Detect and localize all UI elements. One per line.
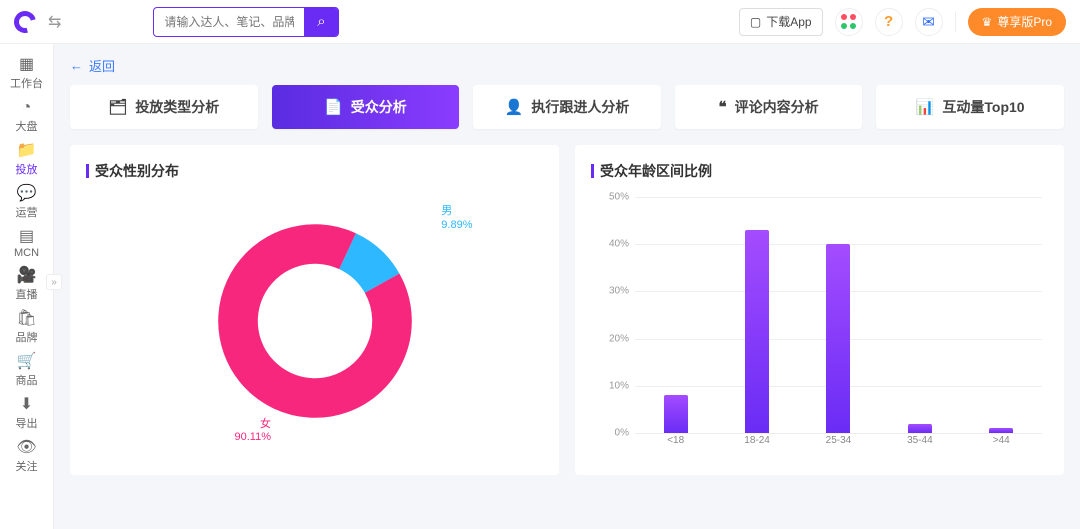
nav-icon: ⬇ [20, 397, 33, 413]
sidebar-item-0[interactable]: ▦ 工作台 [10, 52, 43, 95]
search-input[interactable] [154, 15, 304, 29]
nav-icon: 👁 [16, 440, 36, 456]
age-bar-chart: 0%10%20%30%40%50% <1818-2425-3435-44>44 [591, 197, 1048, 457]
sidebar-collapse-icon[interactable]: ⇆ [48, 12, 61, 32]
x-label: <18 [651, 435, 701, 457]
tab-4[interactable]: 📊 互动量Top10 [876, 85, 1064, 129]
tab-icon: 📊 [916, 98, 935, 116]
sidebar-item-9[interactable]: 👁 关注 [10, 435, 43, 478]
nav-icon: ◔ [22, 100, 32, 116]
nav-label: 品牌 [16, 329, 38, 345]
upgrade-pro-button[interactable]: ♛ 尊享版Pro [968, 8, 1066, 36]
logo-icon [10, 6, 40, 36]
gender-panel: 受众性别分布 男 9.89% 女 90.11% [70, 145, 559, 475]
gender-donut-chart: 男 9.89% 女 90.11% [205, 211, 425, 431]
nav-label: 投放 [16, 161, 38, 177]
back-arrow-icon: ← [70, 58, 83, 73]
search-box: ⌕ [153, 7, 339, 37]
sidebar-item-6[interactable]: 🛍 品牌 [10, 306, 43, 349]
x-label: >44 [976, 435, 1026, 457]
x-label: 25-34 [813, 435, 863, 457]
nav-icon: 🛍 [16, 311, 36, 327]
nav-icon: ▦ [19, 57, 34, 73]
phone-icon: ▢ [750, 15, 761, 29]
sidebar-item-4[interactable]: ▤ MCN [10, 224, 43, 263]
help-icon[interactable]: ? [875, 8, 903, 36]
tab-label: 投放类型分析 [135, 97, 219, 117]
age-bar-35-44 [908, 424, 932, 433]
nav-label: MCN [14, 247, 39, 259]
y-tick: 0% [591, 428, 635, 439]
y-tick: 20% [591, 333, 635, 344]
age-bar->44 [989, 428, 1013, 433]
sidebar-item-3[interactable]: 💬 运营 [10, 181, 43, 224]
upgrade-pro-label: 尊享版Pro [997, 13, 1052, 30]
sidebar-item-2[interactable]: 📁 投放 [10, 138, 43, 181]
tab-0[interactable]: 🗂 投放类型分析 [70, 85, 258, 129]
age-bar-18-24 [745, 230, 769, 433]
y-tick: 40% [591, 239, 635, 250]
tab-label: 评论内容分析 [735, 97, 819, 117]
mail-icon[interactable]: ✉ [915, 8, 943, 36]
main-content: ← 返回 🗂 投放类型分析 📄 受众分析 👤 执行跟进人分析 ❝ 评论内容分析 📊 互动量Top1… [54, 44, 1080, 529]
tab-icon: 🗂 [108, 98, 127, 116]
nav-icon: 💬 [17, 186, 37, 202]
sidenav-expand-icon[interactable]: » [46, 274, 62, 290]
age-bar-25-34 [826, 244, 850, 433]
nav-label: 导出 [16, 415, 38, 431]
x-label: 35-44 [895, 435, 945, 457]
nav-icon: 📁 [17, 143, 37, 159]
y-tick: 10% [591, 380, 635, 391]
tab-icon: 👤 [505, 98, 524, 116]
tab-icon: 📄 [324, 98, 343, 116]
search-button[interactable]: ⌕ [304, 7, 338, 37]
age-panel: 受众年龄区间比例 0% 10% 20% 30% 40% 50% <18 18-24 25-34… [575, 145, 1064, 475]
back-label: 返回 [89, 56, 115, 75]
nav-label: 工作台 [10, 75, 43, 91]
sidebar-item-1[interactable]: ◔ 大盘 [10, 95, 43, 138]
analysis-tabs: 🗂 投放类型分析 📄 受众分析 👤 执行跟进人分析 ❝ 评论内容分析 📊 互动量Top10 [70, 85, 1064, 129]
nav-label: 商品 [16, 372, 38, 388]
nav-icon: 🛒 [17, 354, 37, 370]
tab-2[interactable]: 👤 执行跟进人分析 [473, 85, 661, 129]
y-tick: 30% [591, 286, 635, 297]
sidebar-item-8[interactable]: ⬇ 导出 [10, 392, 43, 435]
nav-icon: ▤ [19, 229, 34, 245]
tab-1[interactable]: 📄 受众分析 [272, 85, 460, 129]
nav-label: 直播 [16, 286, 38, 302]
nav-label: 运营 [16, 204, 38, 220]
topbar: ⇆ ⌕ ▢ 下载App ? ✉ ♛ 尊享版Pro [0, 0, 1080, 44]
tab-label: 互动量Top10 [942, 97, 1024, 117]
tab-label: 执行跟进人分析 [531, 97, 629, 117]
crown-icon: ♛ [982, 15, 993, 29]
search-icon: ⌕ [317, 13, 325, 30]
download-app-label: 下载App [766, 13, 811, 30]
divider [955, 12, 956, 32]
back-link[interactable]: ← 返回 [70, 56, 1064, 75]
female-label: 女 90.11% [235, 418, 272, 446]
age-bar-<18 [664, 395, 688, 433]
tab-3[interactable]: ❝ 评论内容分析 [675, 85, 863, 129]
nav-label: 关注 [16, 458, 38, 474]
nav-label: 大盘 [16, 118, 38, 134]
apps-icon[interactable] [835, 8, 863, 36]
x-label: 18-24 [732, 435, 782, 457]
sidenav: ▦工作台◔大盘📁投放💬运营▤MCN🎥直播🛍品牌🛒商品⬇导出👁关注 » [0, 44, 54, 529]
nav-icon: 🎥 [17, 268, 37, 284]
sidebar-item-7[interactable]: 🛒 商品 [10, 349, 43, 392]
male-label: 男 9.89% [441, 205, 472, 233]
download-app-button[interactable]: ▢ 下载App [739, 8, 823, 36]
sidebar-item-5[interactable]: 🎥 直播 [10, 263, 43, 306]
age-panel-title: 受众年龄区间比例 [591, 161, 1048, 181]
y-tick: 50% [591, 192, 635, 203]
tab-label: 受众分析 [351, 97, 407, 117]
tab-icon: ❝ [719, 98, 727, 116]
gender-panel-title: 受众性别分布 [86, 161, 543, 181]
